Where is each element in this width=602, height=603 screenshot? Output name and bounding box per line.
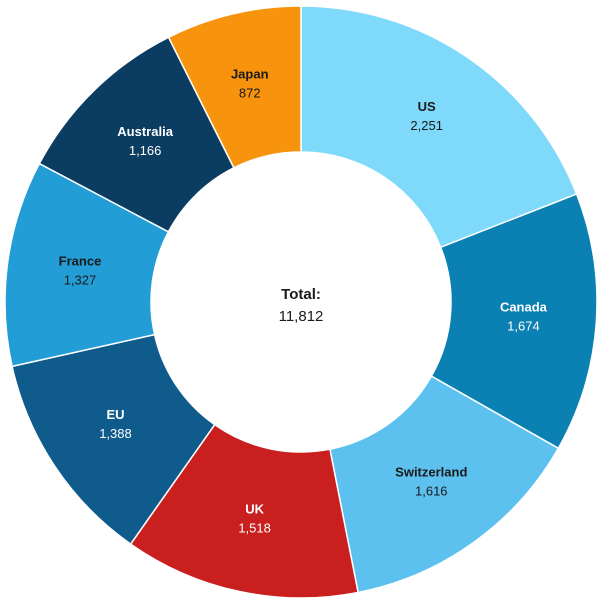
slice-name: Australia bbox=[117, 124, 173, 139]
slice-name: US bbox=[418, 99, 436, 114]
slice-value: 1,616 bbox=[415, 483, 448, 498]
slice-value: 1,166 bbox=[129, 143, 162, 158]
donut-slice bbox=[129, 423, 359, 599]
center-label: Total: bbox=[281, 286, 321, 303]
slice-value: 2,251 bbox=[410, 118, 443, 133]
slice-value: 1,674 bbox=[507, 318, 540, 333]
slice-name: Japan bbox=[231, 66, 269, 81]
donut-slice bbox=[329, 375, 560, 594]
slice-name: France bbox=[59, 254, 102, 269]
slice-name: Canada bbox=[500, 299, 548, 314]
slice-value: 1,388 bbox=[99, 426, 132, 441]
donut-slice bbox=[11, 333, 216, 546]
slice-value: 872 bbox=[239, 85, 261, 100]
slice-name: UK bbox=[245, 502, 264, 517]
slice-name: EU bbox=[106, 407, 124, 422]
donut-slice bbox=[430, 193, 598, 450]
slice-value: 1,518 bbox=[238, 521, 271, 536]
slice-name: Switzerland bbox=[395, 464, 467, 479]
donut-slice bbox=[300, 5, 578, 249]
donut-slice bbox=[167, 5, 302, 169]
center-total: 11,812 bbox=[279, 308, 324, 325]
slice-value: 1,327 bbox=[64, 273, 97, 288]
